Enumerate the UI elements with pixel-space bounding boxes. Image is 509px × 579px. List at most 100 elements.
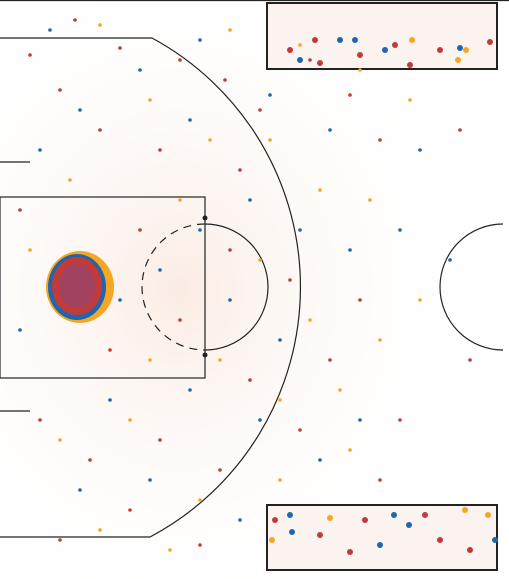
- shot-point: [198, 228, 202, 232]
- shot-point: [218, 358, 222, 362]
- shot-point: [158, 268, 162, 272]
- shot-point: [352, 37, 358, 43]
- shot-point: [317, 60, 323, 66]
- shot-point: [18, 208, 22, 212]
- paint-corner: [202, 352, 208, 358]
- shot-point: [462, 507, 468, 513]
- shot-point: [406, 522, 412, 528]
- shot-point: [487, 39, 493, 45]
- shot-point: [328, 128, 332, 132]
- shot-point: [362, 517, 368, 523]
- shot-point: [78, 488, 82, 492]
- shot-point: [138, 228, 142, 232]
- shot-point: [467, 547, 473, 553]
- shot-point: [308, 58, 312, 62]
- shot-point: [98, 528, 102, 532]
- free-throw-circle: [204, 223, 269, 351]
- shot-point: [338, 388, 342, 392]
- shot-point: [272, 517, 278, 523]
- shot-point: [357, 52, 363, 58]
- shot-point: [437, 47, 443, 53]
- shot-point: [485, 512, 491, 518]
- shot-point: [348, 248, 352, 252]
- shot-point: [38, 148, 42, 152]
- shot-point: [289, 529, 295, 535]
- shot-point: [18, 328, 22, 332]
- shot-point: [378, 138, 382, 142]
- shot-point: [178, 318, 182, 322]
- shot-point: [409, 37, 415, 43]
- shot-point: [98, 128, 102, 132]
- shot-point: [218, 468, 222, 472]
- shot-point: [418, 298, 422, 302]
- shot-point: [408, 98, 412, 102]
- shot-point: [463, 47, 469, 53]
- shot-point: [458, 128, 462, 132]
- shot-point: [78, 108, 82, 112]
- shot-point: [278, 338, 282, 342]
- shot-point: [88, 458, 92, 462]
- shot-point: [317, 532, 323, 538]
- shot-point: [278, 398, 282, 402]
- paint: [0, 196, 206, 379]
- shot-point: [347, 549, 353, 555]
- shot-point: [358, 68, 362, 72]
- shot-point: [298, 428, 302, 432]
- shot-point: [188, 388, 192, 392]
- shot-point: [223, 78, 227, 82]
- shot-point: [58, 438, 62, 442]
- three-point-line: [0, 37, 302, 538]
- shot-point: [391, 512, 397, 518]
- shot-point: [148, 98, 152, 102]
- shot-point: [38, 418, 42, 422]
- shot-point: [258, 418, 262, 422]
- shot-point: [73, 18, 77, 22]
- shot-point: [382, 47, 388, 53]
- shot-point: [288, 278, 292, 282]
- shot-point: [348, 93, 352, 97]
- shot-point: [318, 188, 322, 192]
- inset-bottom: [266, 504, 498, 571]
- shot-point: [278, 478, 282, 482]
- shot-point: [208, 138, 212, 142]
- shot-point: [297, 57, 303, 63]
- shot-point: [378, 338, 382, 342]
- shot-point: [358, 298, 362, 302]
- center-circle: [439, 223, 504, 351]
- shot-point: [287, 512, 293, 518]
- shot-point: [368, 198, 372, 202]
- shot-point: [398, 228, 402, 232]
- shot-point: [248, 198, 252, 202]
- shot-point: [238, 168, 242, 172]
- shot-point: [492, 537, 498, 543]
- shot-point: [468, 358, 472, 362]
- shot-point: [48, 28, 52, 32]
- shot-point: [312, 37, 318, 43]
- shot-point: [327, 515, 333, 521]
- shot-point: [158, 438, 162, 442]
- shot-point: [268, 93, 272, 97]
- shot-point: [118, 46, 122, 50]
- shot-point: [378, 478, 382, 482]
- shot-point: [455, 57, 461, 63]
- shot-point: [108, 348, 112, 352]
- shot-point: [228, 298, 232, 302]
- shot-point: [287, 47, 293, 53]
- shot-point: [128, 508, 132, 512]
- shot-point: [228, 248, 232, 252]
- shot-point: [377, 542, 383, 548]
- shot-point: [298, 228, 302, 232]
- shot-point: [348, 448, 352, 452]
- shot-point: [238, 518, 242, 522]
- shot-point: [407, 62, 413, 68]
- shot-point: [337, 37, 343, 43]
- shot-point: [178, 58, 182, 62]
- shot-point: [448, 258, 452, 262]
- free-throw-circle-dashed: [141, 223, 206, 351]
- hoop-cluster: [46, 251, 114, 323]
- shot-point: [398, 418, 402, 422]
- shot-point: [118, 298, 122, 302]
- shot-point: [158, 148, 162, 152]
- shot-point: [168, 548, 172, 552]
